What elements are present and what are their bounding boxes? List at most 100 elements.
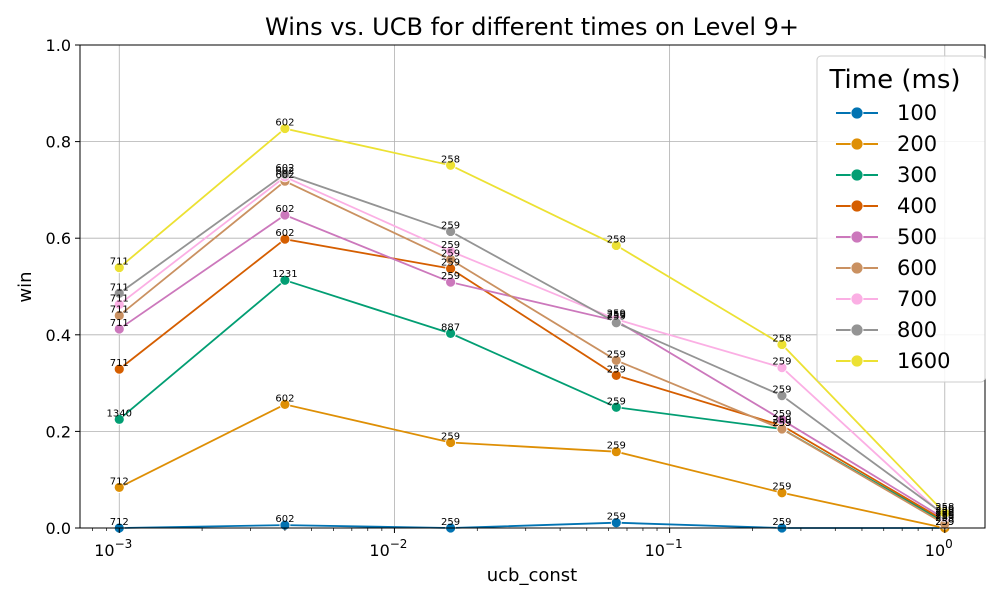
- chart-title: Wins vs. UCB for different times on Leve…: [265, 13, 799, 41]
- legend-marker-700: [850, 292, 864, 306]
- series-line-400: [118, 238, 946, 522]
- data-point-300: [279, 274, 291, 286]
- data-label-500: 259: [772, 409, 791, 420]
- data-label-400: 259: [441, 258, 460, 269]
- data-label-100: 259: [441, 517, 460, 528]
- data-label-100: 712: [110, 517, 129, 528]
- legend-label-600: 600: [897, 256, 937, 280]
- data-label-400: 259: [772, 415, 791, 426]
- data-label-300: 259: [772, 418, 791, 429]
- data-label-800: 259: [772, 385, 791, 396]
- data-label-300: 1231: [272, 269, 297, 280]
- legend-marker-1600: [850, 354, 864, 368]
- data-point-800: [279, 168, 291, 180]
- data-label-100: 259: [607, 512, 626, 523]
- data-point-200: [279, 398, 291, 410]
- data-label-800: 711: [110, 282, 129, 293]
- data-label-800: 259: [607, 312, 626, 323]
- data-label-700: 602: [275, 166, 294, 177]
- data-point-400: [610, 369, 622, 381]
- data-label-1600: 711: [110, 257, 129, 268]
- data-label-200: 259: [772, 482, 791, 493]
- y-axis-label: win: [15, 271, 36, 302]
- data-point-600: [113, 310, 125, 321]
- data-label-600: 259: [935, 513, 954, 524]
- data-label-500: 259: [935, 508, 954, 519]
- data-label-700: 259: [935, 506, 954, 517]
- data-label-200: 602: [275, 393, 294, 404]
- data-label-100: 602: [275, 514, 294, 525]
- data-label-600: 259: [441, 248, 460, 259]
- data-label-700: 259: [441, 240, 460, 251]
- y-tick-label: 0.4: [46, 326, 71, 345]
- data-label-800: 602: [275, 163, 294, 174]
- data-point-600: [610, 354, 622, 366]
- data-label-300: 887: [441, 322, 460, 333]
- data-point-300: [445, 327, 457, 339]
- legend-label-200: 200: [897, 132, 937, 156]
- data-point-800: [445, 226, 457, 237]
- data-label-1600: 258: [935, 502, 954, 513]
- data-label-400: 711: [110, 358, 129, 369]
- series-line-200: [118, 403, 945, 529]
- series-line-500: [118, 213, 946, 520]
- data-point-200: [113, 482, 125, 493]
- legend: Time (ms) 100 200 300 400 500 600 700 800 1600: [816, 55, 986, 383]
- data-point-1600: [279, 123, 291, 134]
- legend-title: Time (ms): [828, 65, 960, 95]
- data-point-800: [610, 317, 622, 329]
- data-point-300: [610, 401, 622, 413]
- y-tick-label: 0.8: [46, 133, 71, 152]
- data-label-200: 259: [441, 432, 460, 443]
- data-point-1600: [939, 507, 951, 519]
- data-label-600: 259: [772, 418, 791, 429]
- data-label-500: 259: [607, 310, 626, 321]
- series-line-800: [118, 172, 946, 516]
- y-tick-label: 1.0: [46, 36, 71, 55]
- legend-label-500: 500: [897, 225, 937, 249]
- data-labels: 712 602 259 259 259 2597126022592592592591340…: [107, 118, 955, 528]
- data-label-500: 602: [275, 204, 294, 215]
- data-point-700: [445, 245, 457, 257]
- legend-label-400: 400: [897, 194, 937, 218]
- data-point-500: [279, 209, 291, 221]
- data-point-600: [776, 423, 788, 435]
- y-tick-label: 0.0: [46, 519, 71, 538]
- data-point-500: [113, 323, 125, 335]
- data-point-700: [113, 298, 125, 310]
- data-point-200: [610, 446, 622, 458]
- data-point-1600: [776, 339, 788, 350]
- data-label-600: 711: [110, 304, 129, 315]
- series-line-600: [118, 180, 946, 525]
- y-axis-ticks: 0.0 0.2 0.4 0.6 0.8 1.0: [46, 36, 80, 538]
- series-markers: [113, 123, 951, 534]
- data-label-100: 259: [935, 517, 954, 528]
- x-axis-label: ucb_const: [487, 565, 577, 586]
- data-point-800: [776, 390, 788, 402]
- series-line-1600: [118, 127, 946, 514]
- data-point-300: [113, 413, 125, 425]
- data-label-300: 1340: [107, 408, 132, 419]
- legend-marker-500: [850, 230, 864, 244]
- legend-marker-200: [850, 137, 864, 151]
- legend-marker-800: [850, 323, 864, 337]
- data-label-400: 259: [607, 364, 626, 375]
- data-point-500: [445, 276, 457, 288]
- data-point-400: [279, 233, 291, 245]
- data-label-200: 712: [110, 476, 129, 487]
- data-label-1600: 258: [772, 333, 791, 344]
- data-label-500: 259: [441, 271, 460, 282]
- data-label-1600: 602: [275, 118, 294, 129]
- data-point-400: [113, 363, 125, 375]
- data-label-700: 259: [607, 308, 626, 319]
- data-label-600: 259: [607, 349, 626, 360]
- data-point-1600: [113, 262, 125, 274]
- data-label-400: 259: [935, 510, 954, 521]
- data-label-800: 259: [935, 504, 954, 515]
- data-label-200: 259: [607, 441, 626, 452]
- data-label-300: 259: [935, 511, 954, 522]
- data-label-100: 259: [772, 517, 791, 528]
- legend-marker-100: [850, 106, 864, 120]
- data-point-700: [776, 362, 788, 374]
- data-label-600: 602: [275, 170, 294, 181]
